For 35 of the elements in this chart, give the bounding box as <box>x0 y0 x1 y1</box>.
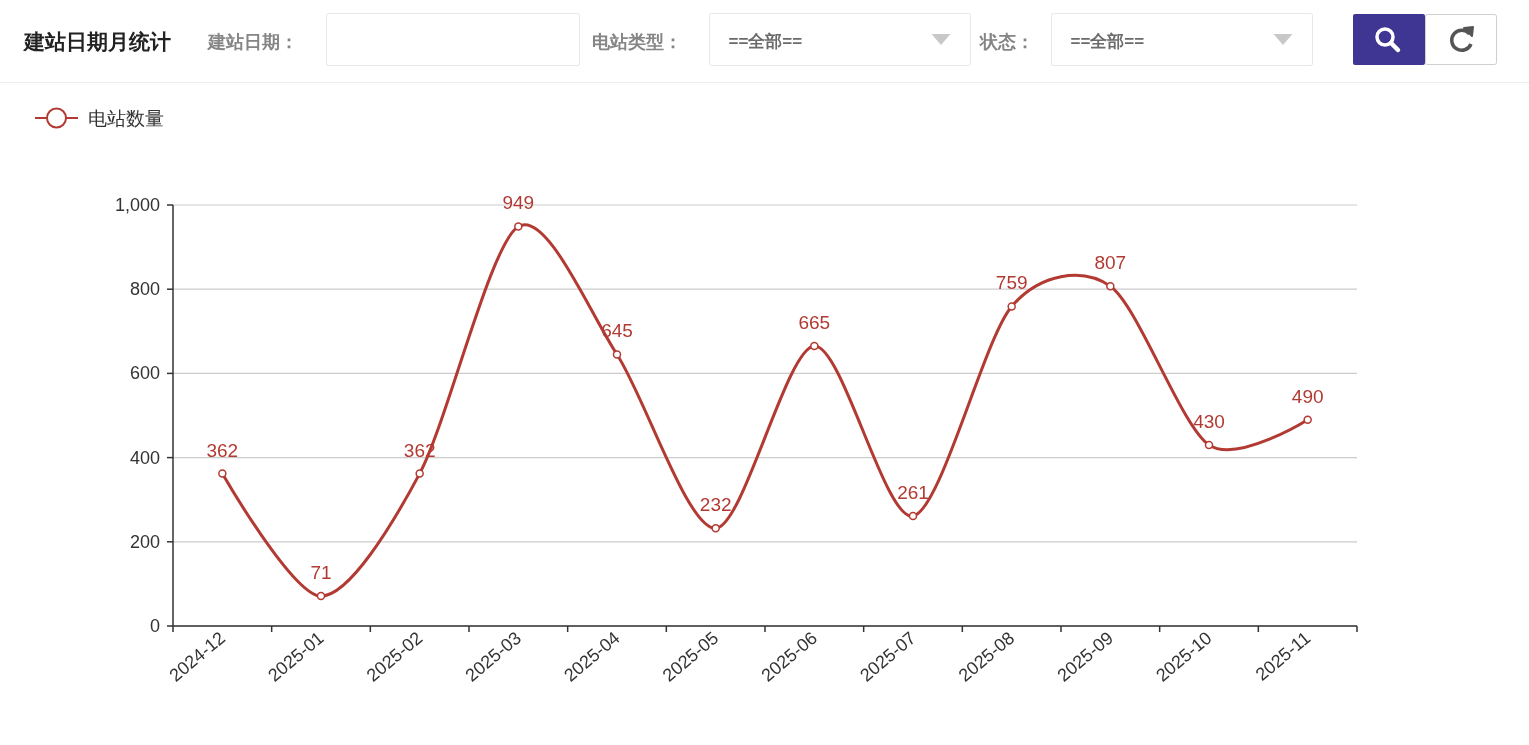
point <box>612 350 622 359</box>
y-tick-label: 600 <box>129 363 160 384</box>
data-label: 665 <box>798 312 831 334</box>
text: 状态： <box>978 32 1034 52</box>
data-label: 490 <box>1291 385 1324 407</box>
dropdown-field: ==全部== <box>1051 13 1313 66</box>
data-label: 261 <box>897 482 929 504</box>
y-tick-label: 0 <box>149 616 160 636</box>
data-label: 71 <box>310 562 332 584</box>
data-label: 232 <box>699 494 732 516</box>
data-label: 430 <box>1193 410 1225 432</box>
chart-title: 建站日期月统计 <box>22 30 171 53</box>
point <box>1204 440 1214 450</box>
y-tick-label: 1,000 <box>114 195 160 215</box>
point <box>908 511 918 521</box>
y-tick-label: 800 <box>129 279 160 300</box>
y-tick-label: 200 <box>129 531 160 552</box>
legend-label: 电站数量 <box>88 108 164 129</box>
dropdown-field: ==全部== <box>709 13 971 66</box>
point <box>415 469 424 478</box>
data-label: 949 <box>502 192 535 214</box>
text: 电站类型： <box>592 32 682 52</box>
point <box>711 524 720 533</box>
point <box>1106 282 1115 291</box>
point <box>218 469 227 478</box>
point <box>316 591 326 601</box>
data-label: 362 <box>206 439 239 461</box>
text: 建站日期： <box>206 32 298 52</box>
y-tick-label: 400 <box>129 447 160 468</box>
point <box>1007 302 1016 311</box>
point <box>514 222 523 231</box>
data-label: 807 <box>1094 252 1127 274</box>
point <box>810 341 819 351</box>
data-label: 759 <box>995 272 1028 294</box>
point <box>1303 415 1312 424</box>
